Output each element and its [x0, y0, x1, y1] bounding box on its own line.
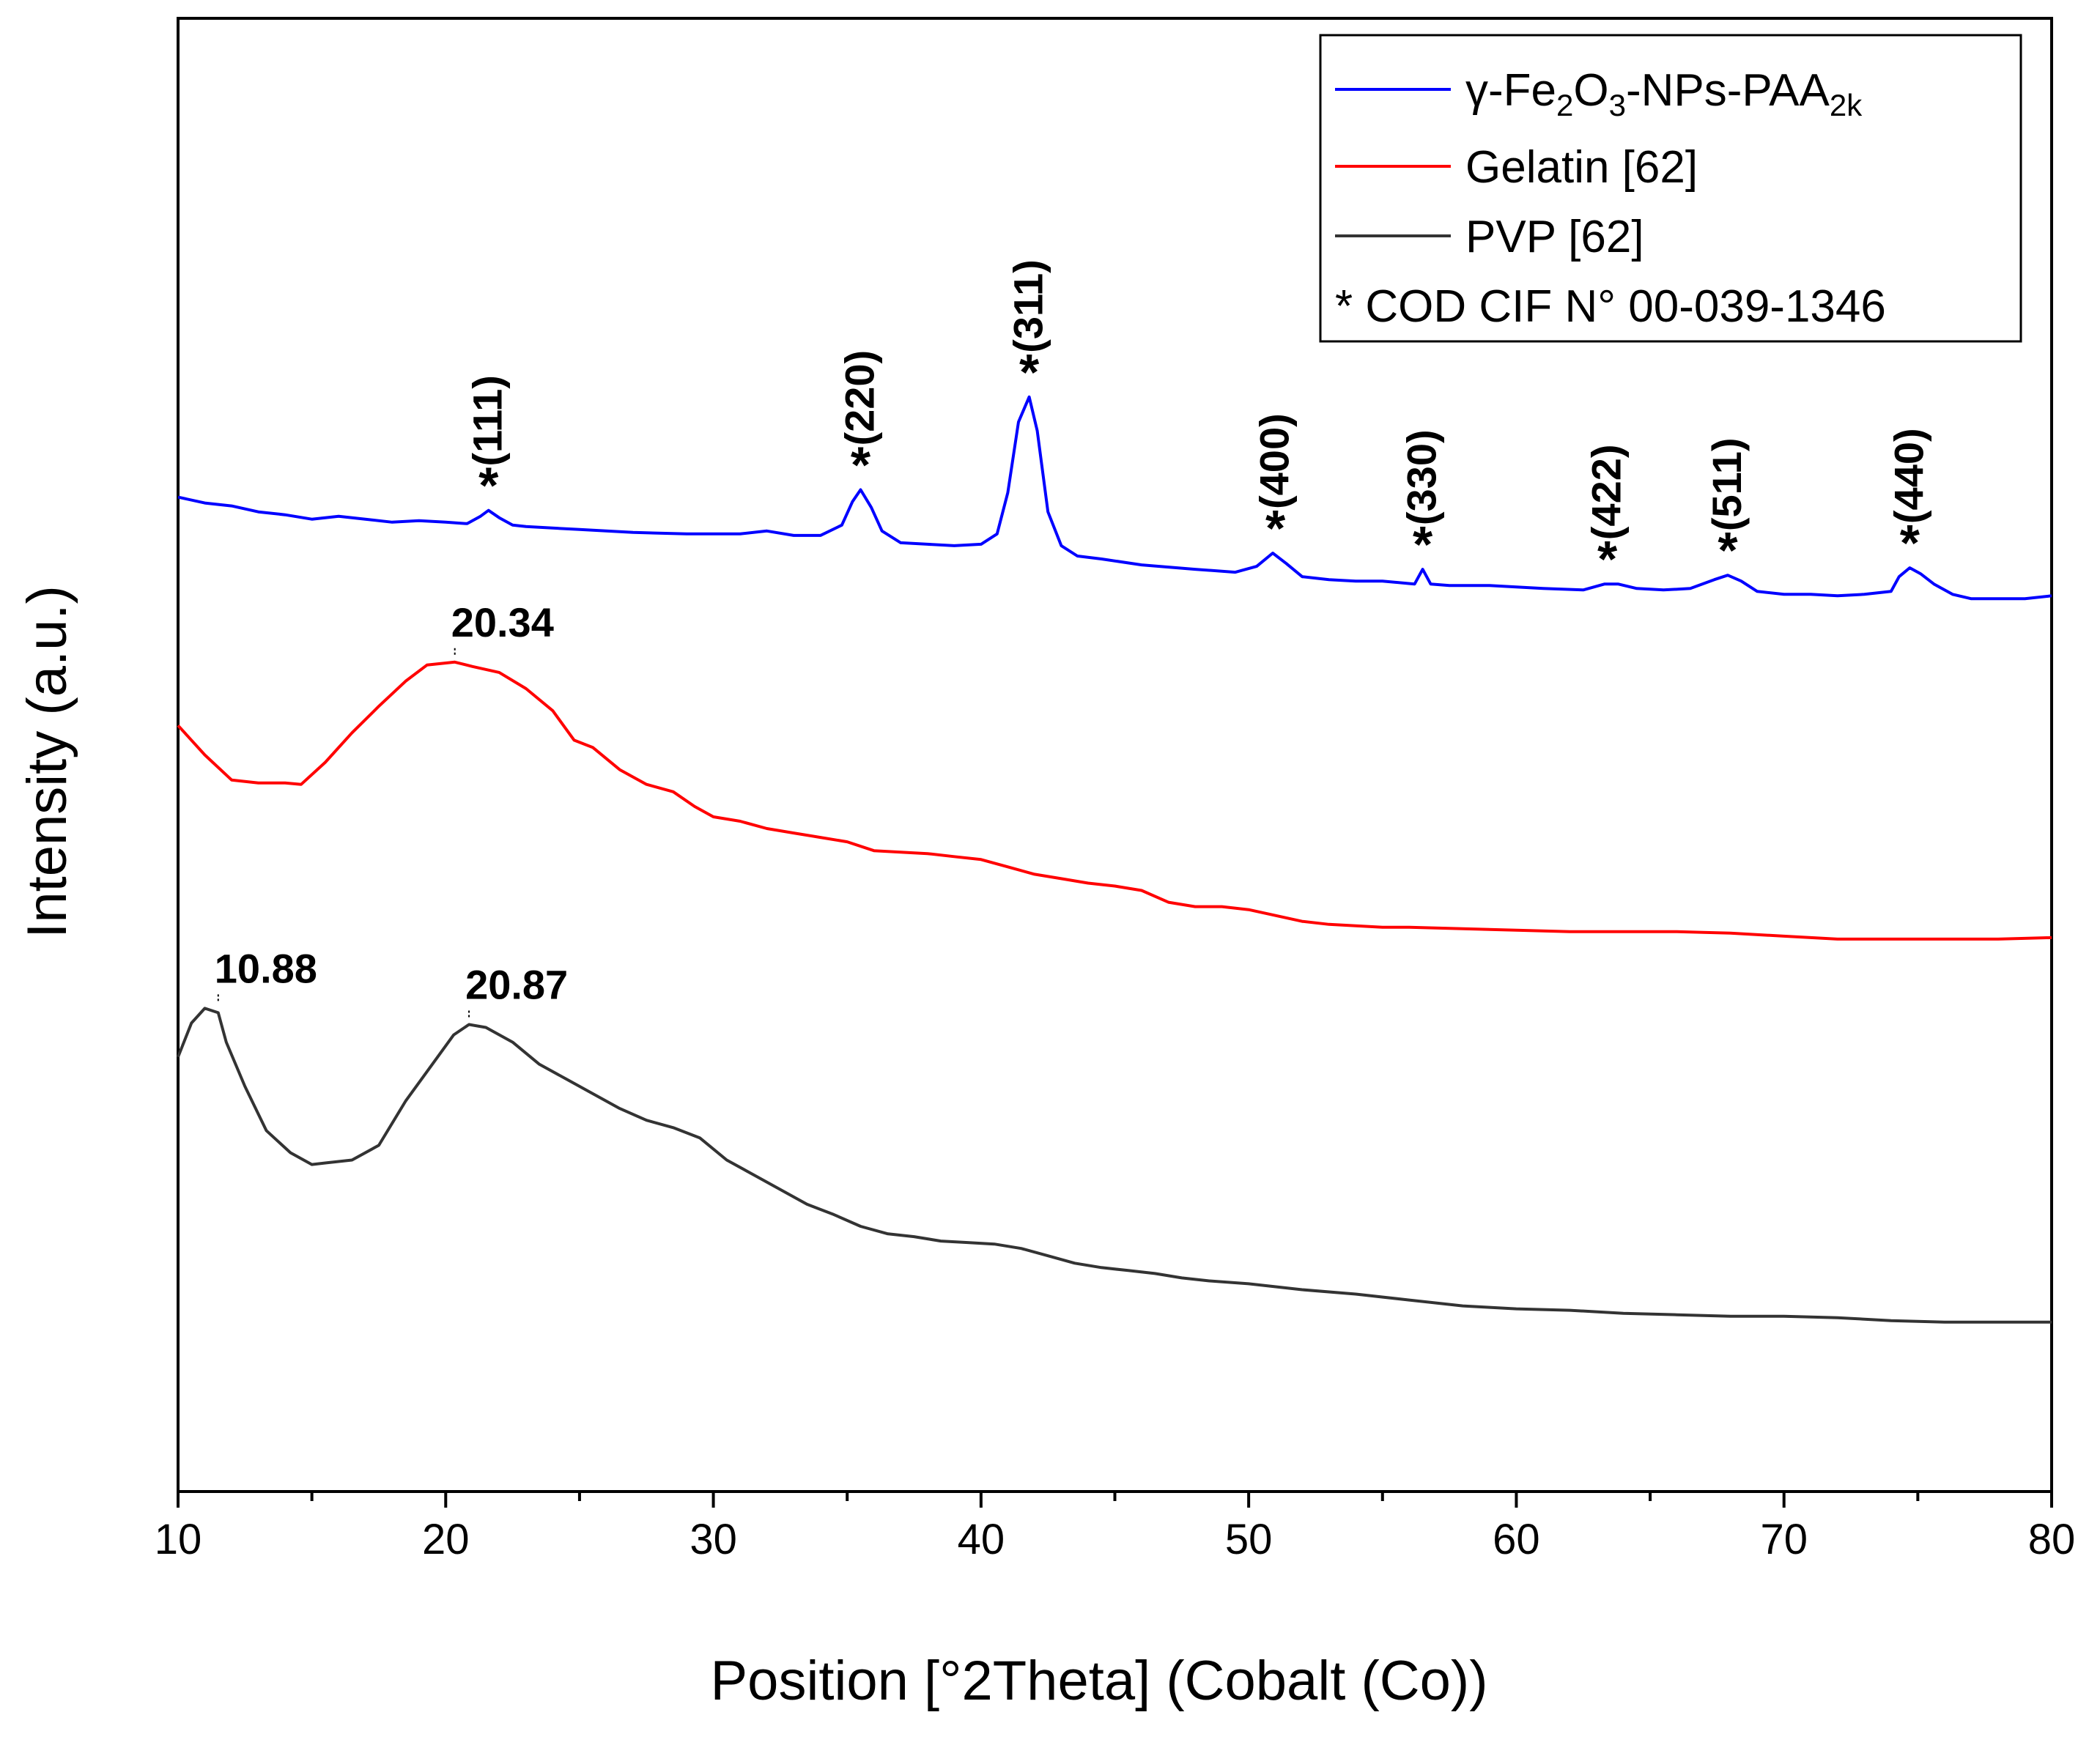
- legend-box: [1319, 34, 2022, 343]
- x-tick-label: 60: [1493, 1516, 1540, 1563]
- peak-hkl-label: (220): [836, 350, 882, 446]
- x-tick-label: 10: [155, 1516, 202, 1563]
- legend-label-paa: γ-Fe2O3-NPs-PAA2k: [1465, 65, 1863, 122]
- peak-star-marker: *: [1718, 522, 1738, 579]
- y-axis-title: Intensity (a.u.): [16, 585, 78, 938]
- legend-label-gelatin: Gelatin [62]: [1465, 142, 1698, 193]
- legend: γ-Fe2O3-NPs-PAA2k Gelatin [62] PVP [62] …: [1319, 34, 2022, 343]
- peak-hkl-label: (400): [1252, 413, 1298, 509]
- peak-star-marker: *: [851, 437, 871, 494]
- legend-label-pvp: PVP [62]: [1465, 212, 1644, 262]
- x-tick-label: 40: [958, 1516, 1005, 1563]
- x-axis-title: Position [°2Theta] (Cobalt (Co)): [710, 1650, 1487, 1712]
- x-tick-label: 30: [689, 1516, 737, 1563]
- peak-star-marker: *: [478, 457, 499, 514]
- peak-hkl-label: (330): [1399, 429, 1445, 525]
- peak-star-marker: *: [1265, 500, 1286, 557]
- peak-star-marker: *: [1413, 516, 1433, 573]
- peak-hkl-label: (111): [465, 375, 511, 467]
- peak-value-label: 20.34: [451, 599, 554, 645]
- peak-star-marker: *: [1900, 514, 1920, 571]
- series-line-gelatin: [177, 660, 2052, 941]
- series-line-paa: [177, 395, 2052, 601]
- x-tick-label: 80: [2028, 1516, 2076, 1563]
- peak-value-label: 20.87: [465, 962, 568, 1008]
- peak-star-marker: *: [1019, 344, 1040, 401]
- peak-hkl-label: (440): [1885, 428, 1931, 524]
- legend-note: * COD CIF N° 00-039-1346: [1335, 281, 1886, 332]
- x-tick-label: 50: [1225, 1516, 1273, 1563]
- peak-hkl-label: (511): [1704, 438, 1750, 532]
- peak-star-marker: *: [1597, 530, 1618, 588]
- peak-value-label: 10.88: [215, 945, 317, 991]
- x-tick-label: 70: [1760, 1516, 1808, 1563]
- peak-hkl-label: (311): [1005, 259, 1051, 353]
- series-line-pvp: [177, 1007, 2052, 1324]
- x-tick-label: 20: [422, 1516, 470, 1563]
- peak-hkl-label: (422): [1583, 444, 1630, 540]
